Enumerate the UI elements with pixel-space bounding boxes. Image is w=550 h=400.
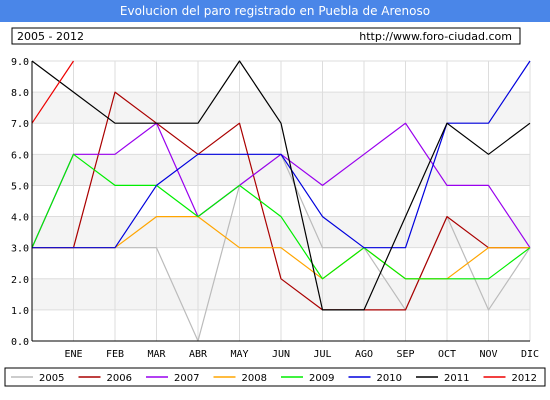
x-tick-label: DIC — [521, 349, 539, 360]
series-line-2012 — [31, 60, 74, 124]
legend-label: 2010 — [377, 373, 402, 384]
x-tick-label: MAY — [230, 349, 248, 360]
y-tick-label: 8.0 — [11, 88, 29, 99]
x-tick-label: JUN — [272, 349, 290, 360]
legend-label: 2009 — [309, 373, 334, 384]
chart-title: Evolucion del paro registrado en Puebla … — [120, 4, 430, 18]
legend: 2005 2006 2007 2008 2009 2010 2011 2012 — [11, 373, 537, 384]
x-tick-label: AGO — [355, 349, 373, 360]
series-line-2006 — [32, 91, 530, 311]
source-url: http://www.foro-ciudad.com — [359, 30, 512, 43]
series-line-2009 — [31, 153, 531, 280]
legend-label: 2008 — [242, 373, 267, 384]
legend-label: 2012 — [512, 373, 537, 384]
x-tick-label: ABR — [189, 349, 208, 360]
x-tick-labels: ENE FEB MAR ABR MAY JUN JUL AGO SEP OCT NOV DIC — [64, 349, 539, 360]
series-line-2011 — [31, 60, 531, 311]
legend-label: 2007 — [174, 373, 199, 384]
y-tick-label: 7.0 — [11, 119, 29, 130]
header-bar — [0, 0, 550, 22]
y-tick-label: 5.0 — [11, 181, 29, 192]
y-tick-label: 0.0 — [11, 337, 29, 348]
y-tick-label: 2.0 — [11, 275, 29, 286]
x-tick-label: NOV — [479, 349, 497, 360]
y-tick-labels: 0.0 1.0 2.0 3.0 4.0 5.0 6.0 7.0 8.0 9.0 — [11, 57, 29, 348]
x-tick-label: MAR — [147, 349, 166, 360]
x-tick-label: JUL — [313, 349, 331, 360]
legend-label: 2006 — [107, 373, 132, 384]
x-tick-label: SEP — [396, 349, 414, 360]
x-tick-label: FEB — [106, 349, 124, 360]
y-tick-label: 4.0 — [11, 213, 29, 224]
x-tick-label: ENE — [64, 349, 82, 360]
series-layer — [31, 60, 531, 342]
y-tick-label: 9.0 — [11, 57, 29, 68]
y-tick-label: 3.0 — [11, 244, 29, 255]
period-label: 2005 - 2012 — [17, 30, 84, 43]
legend-box — [4, 367, 546, 387]
y-tick-label: 1.0 — [11, 306, 29, 317]
axes — [31, 61, 530, 342]
y-tick-label: 6.0 — [11, 150, 29, 161]
info-bar — [11, 27, 521, 45]
legend-label: 2011 — [444, 373, 469, 384]
x-tick-label: OCT — [438, 349, 456, 360]
legend-label: 2005 — [39, 373, 64, 384]
